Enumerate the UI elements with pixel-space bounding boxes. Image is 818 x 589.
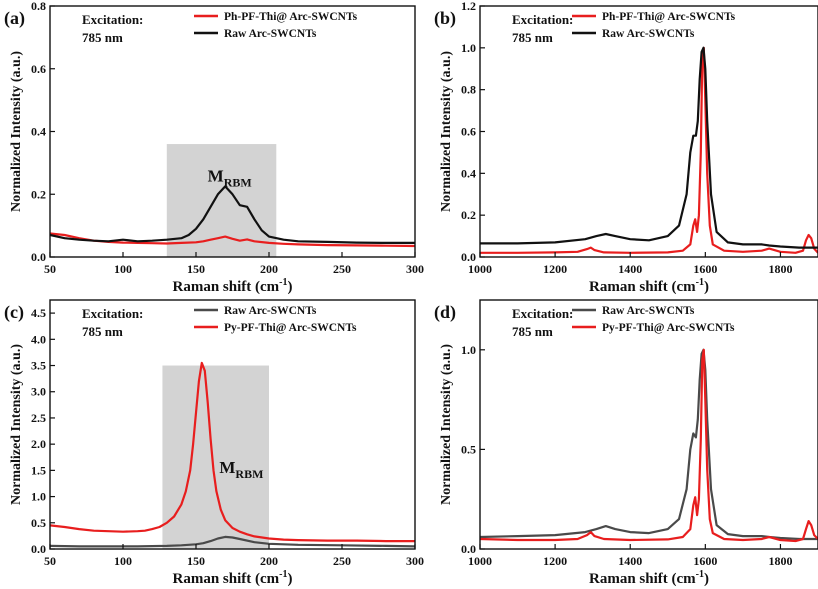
panel-label: (b) <box>434 8 456 29</box>
series-line-2 <box>50 185 415 244</box>
series-line-2 <box>480 348 818 543</box>
excitation-label: Excitation: <box>512 12 573 27</box>
legend-label: Raw Arc-SWCNTs <box>224 28 317 40</box>
x-tick-label: 100 <box>114 554 132 568</box>
panel-a: MRBM 50 100 150 200 250 300 0.0 0.2 0.4 0.6 0.8 Rama… <box>4 0 424 295</box>
y-axis-label: Normalized Intensity (a.u.) <box>439 51 454 212</box>
legend-label: Py-PF-Thi@ Arc-SWCNTs <box>224 322 357 334</box>
y-tick-label: 0.5 <box>31 516 46 530</box>
x-tick-label: 100 <box>114 262 132 276</box>
series-line-2 <box>480 46 818 249</box>
x-axis-label: Raman shift (cm-1) <box>173 277 293 295</box>
x-axis-label: Raman shift (cm-1) <box>589 569 709 587</box>
y-tick-label: 0.4 <box>461 166 476 180</box>
x-tick-label: 1800 <box>768 554 792 568</box>
y-tick-label: 0.0 <box>461 250 476 264</box>
panel-label: (c) <box>4 302 24 323</box>
y-tick-label: 2.5 <box>31 411 46 425</box>
wavelength-label: 785 nm <box>512 30 553 45</box>
x-tick-label: 1000 <box>468 554 492 568</box>
x-tick-label: 250 <box>333 262 351 276</box>
panel-c: MRBM 50 100 150 200 250 300 0.0 0.5 1.0 1.5 2.0 2.5 3… <box>4 299 424 587</box>
y-axis-label: Normalized Intensity (a.u.) <box>9 344 24 505</box>
y-tick-label: 0.6 <box>461 125 476 139</box>
y-tick-label: 3.0 <box>31 385 46 399</box>
y-tick-label: 0.0 <box>31 250 46 264</box>
y-axis-label: Normalized Intensity (a.u.) <box>439 344 454 505</box>
y-tick-label: 0.0 <box>31 542 46 556</box>
rbm-annotation: MRBM <box>219 458 263 481</box>
x-tick-label: 50 <box>44 554 56 568</box>
x-axis-label: Raman shift (cm-1) <box>173 569 293 587</box>
panel-b: 1000 1200 1400 1600 1800 0.0 0.2 0.4 0.6 0.8 1.0 1.… <box>434 0 818 295</box>
y-tick-label: 3.5 <box>31 359 46 373</box>
y-tick-label: 0.2 <box>461 208 476 222</box>
y-tick-label: 0.6 <box>31 62 46 76</box>
y-tick-label: 1.2 <box>461 0 476 13</box>
x-tick-label: 1400 <box>618 554 642 568</box>
x-axis-label: Raman shift (cm-1) <box>589 277 709 295</box>
excitation-label: Excitation: <box>512 306 573 321</box>
plot-frame <box>479 299 818 550</box>
panel-label: (a) <box>4 8 25 29</box>
rbm-annotation: MRBM <box>208 167 252 190</box>
x-tick-label: 150 <box>187 554 205 568</box>
series-line-2 <box>50 361 415 543</box>
wavelength-label: 785 nm <box>82 30 123 45</box>
y-tick-label: 4.5 <box>31 306 46 320</box>
legend-label: Raw Arc-SWCNTs <box>602 305 695 317</box>
series-line-1 <box>480 46 818 254</box>
x-tick-label: 50 <box>44 262 56 276</box>
x-tick-label: 300 <box>406 262 424 276</box>
panel-d: 1000 1200 1400 1600 1800 0.0 0.5 1.0 Raman shift… <box>434 299 818 587</box>
x-tick-label: 1000 <box>468 262 492 276</box>
y-tick-label: 0.0 <box>461 542 476 556</box>
plot-frame <box>49 299 416 550</box>
excitation-label: Excitation: <box>82 306 143 321</box>
x-tick-label: 150 <box>187 262 205 276</box>
x-tick-label: 250 <box>333 554 351 568</box>
y-tick-label: 1.0 <box>31 490 46 504</box>
legend-label: Raw Arc-SWCNTs <box>224 305 317 317</box>
x-tick-label: 200 <box>260 554 278 568</box>
y-tick-label: 1.0 <box>461 41 476 55</box>
y-tick-label: 2.0 <box>31 437 46 451</box>
series-line-1 <box>50 535 415 548</box>
rbm-shaded-region <box>166 144 277 257</box>
y-tick-label: 0.8 <box>461 83 476 97</box>
x-tick-label: 300 <box>406 554 424 568</box>
x-tick-label: 1200 <box>543 554 567 568</box>
excitation-label: Excitation: <box>82 12 143 27</box>
x-tick-label: 1600 <box>693 554 717 568</box>
x-tick-label: 200 <box>260 262 278 276</box>
x-tick-label: 1200 <box>543 262 567 276</box>
y-tick-label: 1.0 <box>461 343 476 357</box>
x-tick-label: 1600 <box>693 262 717 276</box>
x-tick-label: 1800 <box>768 262 792 276</box>
legend-label: Py-PF-Thi@ Arc-SWCNTs <box>602 322 735 334</box>
x-tick-label: 1400 <box>618 262 642 276</box>
wavelength-label: 785 nm <box>512 324 553 339</box>
legend-label: Ph-PF-Thi@ Arc-SWCNTs <box>602 11 736 23</box>
wavelength-label: 785 nm <box>82 324 123 339</box>
panel-label: (d) <box>434 302 456 323</box>
legend-label: Ph-PF-Thi@ Arc-SWCNTs <box>224 11 358 23</box>
y-tick-label: 0.4 <box>31 125 46 139</box>
y-tick-label: 0.8 <box>31 0 46 13</box>
y-tick-label: 0.5 <box>461 442 476 456</box>
y-tick-label: 4.0 <box>31 332 46 346</box>
y-axis-label: Normalized Intensity (a.u.) <box>9 51 24 212</box>
rbm-shaded-region <box>162 365 269 549</box>
series-line-1 <box>480 348 818 541</box>
y-tick-label: 0.2 <box>31 187 46 201</box>
legend-label: Raw Arc-SWCNTs <box>602 28 695 40</box>
y-tick-label: 1.5 <box>31 463 46 477</box>
